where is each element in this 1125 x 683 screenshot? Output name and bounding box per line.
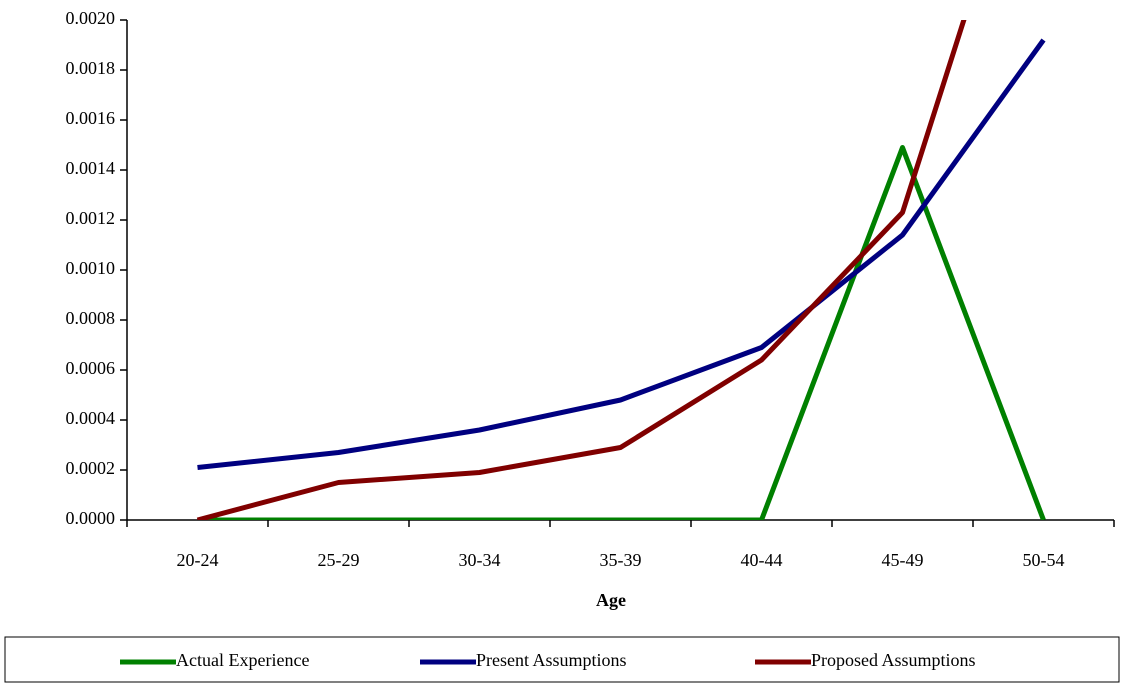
x-tick-label: 45-49: [882, 550, 924, 570]
x-tick-label: 40-44: [741, 550, 783, 570]
y-tick-label: 0.0000: [66, 508, 116, 528]
legend-box: [4, 636, 1120, 683]
legend-label: Proposed Assumptions: [811, 650, 976, 670]
x-tick-label: 35-39: [600, 550, 642, 570]
x-tick-label: 20-24: [177, 550, 219, 570]
y-tick-label: 0.0014: [66, 158, 116, 178]
x-tick-label: 25-29: [318, 550, 360, 570]
y-tick-label: 0.0006: [66, 358, 116, 378]
y-tick-label: 0.0018: [66, 58, 116, 78]
legend-label: Actual Experience: [176, 650, 309, 670]
y-tick-label: 0.0004: [66, 408, 116, 428]
x-tick-label: 30-34: [459, 550, 501, 570]
series-line: [197, 145, 1046, 520]
series-line: [197, 38, 1046, 470]
plot-lines: [196, 20, 1046, 520]
legend-label: Present Assumptions: [476, 650, 627, 670]
series-line: [196, 20, 967, 520]
x-tick-label: 50-54: [1023, 550, 1065, 570]
y-tick-label: 0.0010: [66, 258, 116, 278]
y-tick-label: 0.0016: [66, 108, 116, 128]
y-tick-label: 0.0020: [66, 8, 116, 28]
y-tick-label: 0.0008: [66, 308, 116, 328]
y-tick-label: 0.0002: [66, 458, 116, 478]
y-tick-label: 0.0012: [66, 208, 116, 228]
x-axis-title: Age: [596, 590, 626, 610]
